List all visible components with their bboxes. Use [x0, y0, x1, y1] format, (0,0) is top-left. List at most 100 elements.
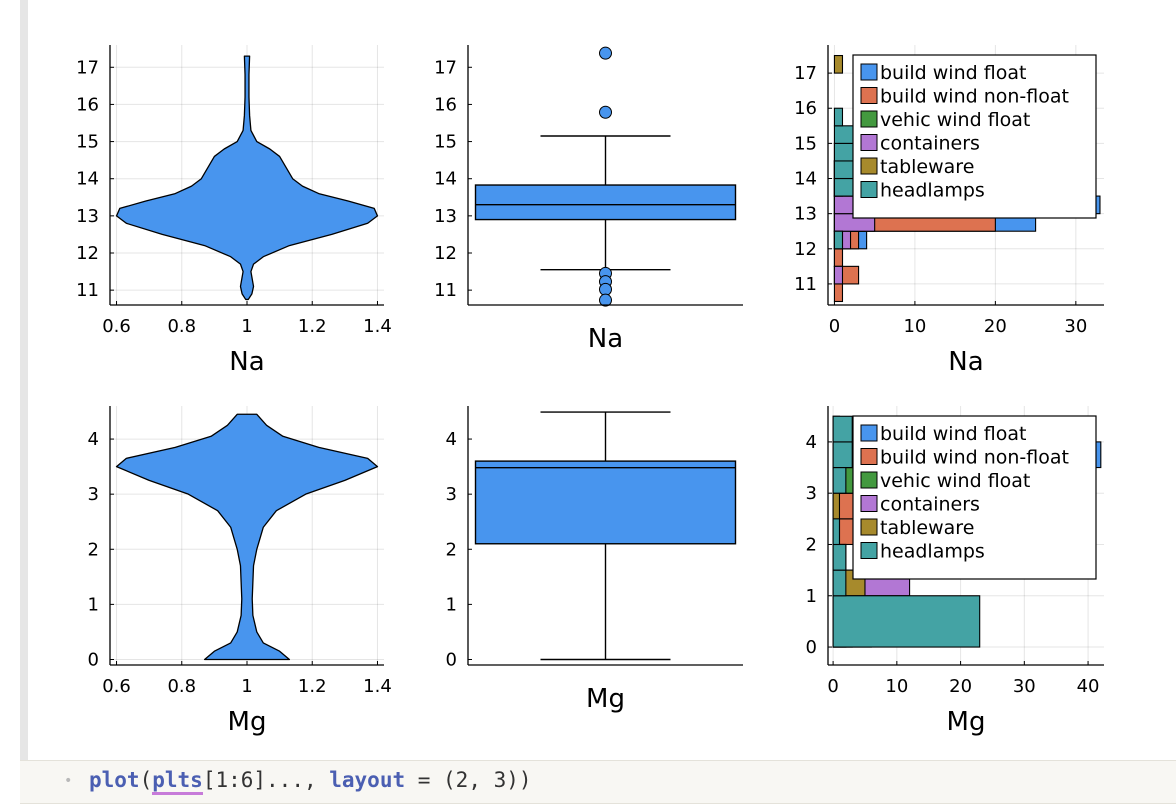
x-tick-label: 0	[829, 316, 840, 337]
y-tick-label: 3	[806, 483, 817, 504]
y-tick-label: 16	[76, 94, 99, 115]
code-fn: plot	[89, 768, 140, 792]
hist-bar	[833, 265, 844, 285]
outlier-point	[599, 293, 612, 307]
y-tick-label: 12	[76, 243, 99, 264]
x-tick-label: 1.4	[363, 316, 392, 337]
plot-output: 0.6 0.8 1 1.2 1.4 11 12 13 14 15 16 17 Na 11 12 13 14 15 1…	[20, 0, 1104, 760]
y-tick-label: 0	[88, 649, 99, 670]
legend-label: tableware	[880, 517, 974, 539]
legend-label: headlamps	[880, 541, 985, 563]
hist-bar	[832, 518, 841, 546]
figure-canvas: 0.6 0.8 1 1.2 1.411121314151617Na11121314151…	[76, 45, 1104, 737]
outlier-point	[599, 282, 612, 296]
x-axis-label: Mg	[947, 707, 986, 737]
y-tick-label: 15	[434, 132, 457, 153]
cell-bullet: •	[64, 773, 73, 789]
box-iqr	[474, 460, 737, 545]
legend-swatch	[860, 424, 878, 442]
legend-label: vehic wind float	[880, 470, 1030, 492]
x-tick-label: 1	[241, 316, 252, 337]
x-axis-label: Na	[229, 347, 264, 377]
y-tick-label: 16	[434, 94, 457, 115]
hist-bar	[833, 107, 844, 127]
x-tick-label: 40	[1077, 676, 1100, 697]
panel-1: 0.6 0.8 1 1.2 1.4 11 12 13 14 15 16 17 Na	[76, 45, 392, 377]
legend-box	[852, 54, 1097, 219]
y-tick-label: 13	[76, 206, 99, 227]
x-tick-label: 10	[903, 316, 926, 337]
code-cell[interactable]: • plot(plts[1:6]..., layout = (2, 3))	[20, 760, 1176, 804]
y-tick-label: 12	[434, 243, 457, 264]
hist-bar	[832, 441, 853, 469]
hist-bar	[832, 466, 847, 494]
x-tick-label: 30	[1013, 676, 1036, 697]
y-tick-label: 2	[446, 539, 457, 560]
box-iqr	[474, 184, 737, 221]
code-args: [1:6]...,	[202, 768, 330, 792]
y-tick-label: 0	[446, 649, 457, 670]
legend-label: containers	[880, 494, 980, 516]
legend-swatch	[860, 63, 878, 81]
x-tick-label: 1	[241, 676, 252, 697]
x-tick-label: 20	[949, 676, 972, 697]
outlier-point	[599, 105, 612, 119]
x-tick-label: 20	[984, 316, 1007, 337]
x-tick-label: 0.8	[167, 316, 196, 337]
y-tick-label: 3	[88, 484, 99, 505]
y-tick-label: 13	[794, 204, 817, 225]
y-tick-label: 13	[434, 206, 457, 227]
legend-swatch	[860, 134, 878, 151]
x-tick-label: 30	[1064, 316, 1087, 337]
panel-4: 0.6 0.8 1 1.2 1.4 0 1 2 3 4 Mg	[88, 406, 392, 737]
y-tick-label: 2	[88, 539, 99, 560]
hist-bar	[833, 230, 844, 250]
y-tick-label: 11	[76, 280, 99, 301]
hist-bar	[833, 248, 844, 267]
y-tick-label: 0	[806, 637, 817, 658]
x-tick-label: 0	[827, 676, 838, 697]
x-axis-label: Mg	[228, 707, 267, 737]
y-tick-label: 4	[806, 432, 817, 453]
y-tick-label: 17	[794, 63, 817, 84]
hist-bar	[832, 595, 981, 648]
code-paren: (	[139, 768, 153, 792]
hist-bar	[832, 543, 847, 571]
y-tick-label: 3	[446, 484, 457, 505]
legend-swatch	[860, 181, 878, 198]
legend-box	[852, 415, 1097, 580]
y-tick-label: 14	[794, 169, 817, 190]
y-tick-label: 12	[794, 239, 817, 260]
y-tick-label: 1	[88, 594, 99, 615]
code-var: plts	[152, 768, 203, 795]
hist-bar	[833, 54, 844, 74]
y-tick-label: 4	[446, 429, 457, 450]
legend-label: containers	[880, 133, 980, 155]
legend-label: build wind non-float	[880, 86, 1069, 108]
legend-label: vehic wind float	[880, 109, 1030, 131]
panel-2: 11 12 13 14 15 16 17 Na	[434, 45, 743, 354]
legend-label: build wind float	[880, 423, 1026, 445]
x-axis-label: Na	[588, 324, 623, 354]
y-tick-label: 15	[794, 133, 817, 154]
y-tick-label: 1	[806, 586, 817, 607]
cell-gutter[interactable]	[20, 0, 28, 760]
legend-swatch	[860, 518, 878, 536]
hist-bar	[832, 569, 847, 597]
panel-5: 0 1 2 3 4 Mg	[446, 406, 743, 714]
x-tick-label: 1.2	[298, 316, 327, 337]
hist-bar	[833, 283, 844, 303]
code-line[interactable]: plot(plts[1:6]..., layout = (2, 3))	[89, 768, 532, 795]
legend-label: headlamps	[880, 180, 985, 202]
y-tick-label: 17	[76, 57, 99, 78]
legend-swatch	[860, 542, 878, 559]
legend-swatch	[860, 157, 878, 175]
legend-swatch	[860, 471, 878, 489]
x-tick-label: 0.6	[102, 676, 131, 697]
y-tick-label: 14	[434, 169, 457, 190]
y-tick-label: 2	[806, 534, 817, 555]
y-tick-label: 16	[794, 98, 817, 119]
x-tick-label: 10	[885, 676, 908, 697]
